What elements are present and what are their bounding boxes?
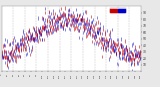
Bar bbox=[110, 9, 117, 12]
Bar bbox=[118, 9, 125, 12]
Bar bbox=[110, 8, 126, 13]
